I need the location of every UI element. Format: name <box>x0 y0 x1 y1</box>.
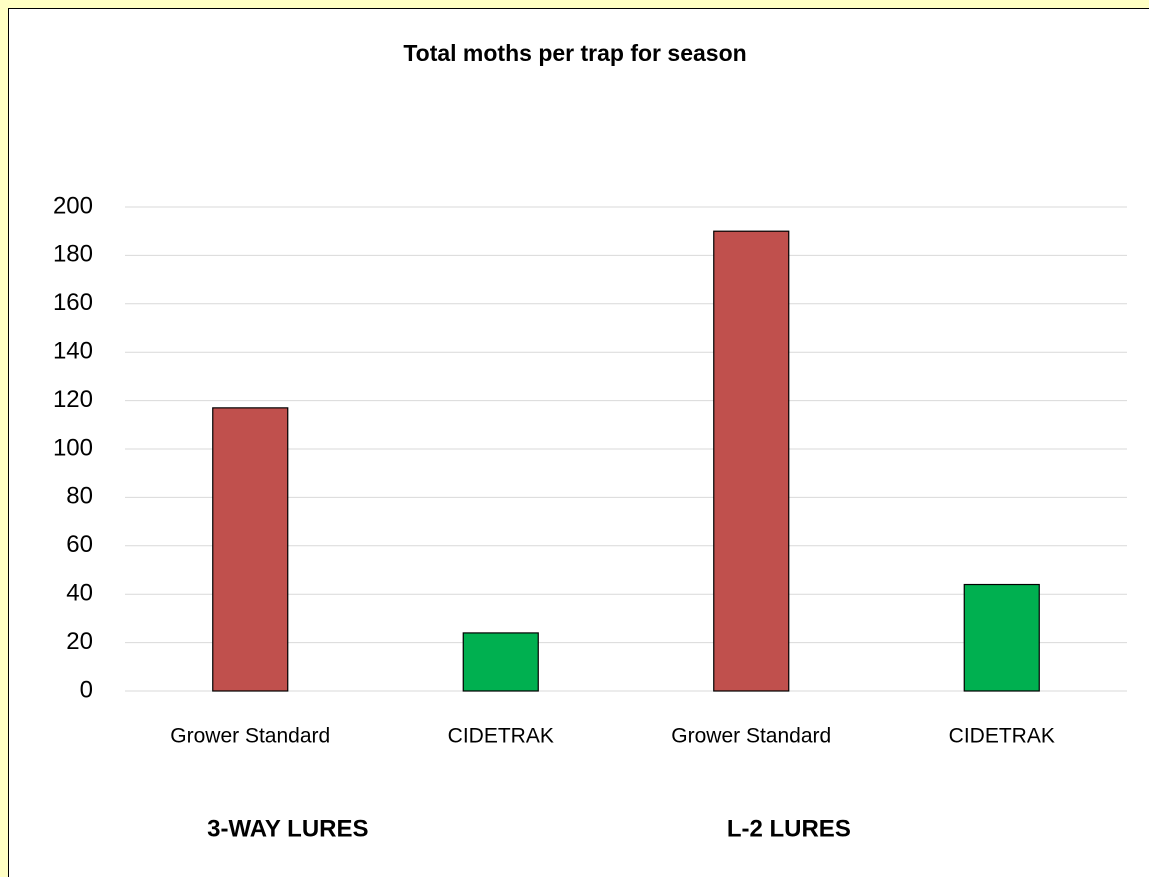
group-label: 3-WAY LURES <box>207 815 368 842</box>
y-tick-label: 40 <box>66 580 93 607</box>
chart-title: Total moths per trap for season <box>403 40 746 66</box>
y-tick-label: 140 <box>53 338 93 365</box>
y-tick-label: 180 <box>53 241 93 268</box>
y-tick-label: 60 <box>66 531 93 558</box>
group-label: L-2 LURES <box>727 815 851 842</box>
y-tick-label: 200 <box>53 192 93 219</box>
y-tick-label: 80 <box>66 483 93 510</box>
bar <box>713 230 790 692</box>
bar <box>963 583 1040 692</box>
bar <box>212 407 289 692</box>
x-tick-label: CIDETRAK <box>448 725 554 748</box>
y-tick-label: 20 <box>66 628 93 655</box>
x-tick-label: Grower Standard <box>671 725 831 748</box>
y-tick-label: 160 <box>53 289 93 316</box>
x-tick-label: Grower Standard <box>170 725 330 748</box>
y-tick-label: 120 <box>53 386 93 413</box>
y-tick-label: 0 <box>80 676 93 703</box>
chart-area <box>8 8 1149 877</box>
x-tick-label: CIDETRAK <box>949 725 1055 748</box>
y-tick-label: 100 <box>53 434 93 461</box>
bar <box>462 632 539 692</box>
